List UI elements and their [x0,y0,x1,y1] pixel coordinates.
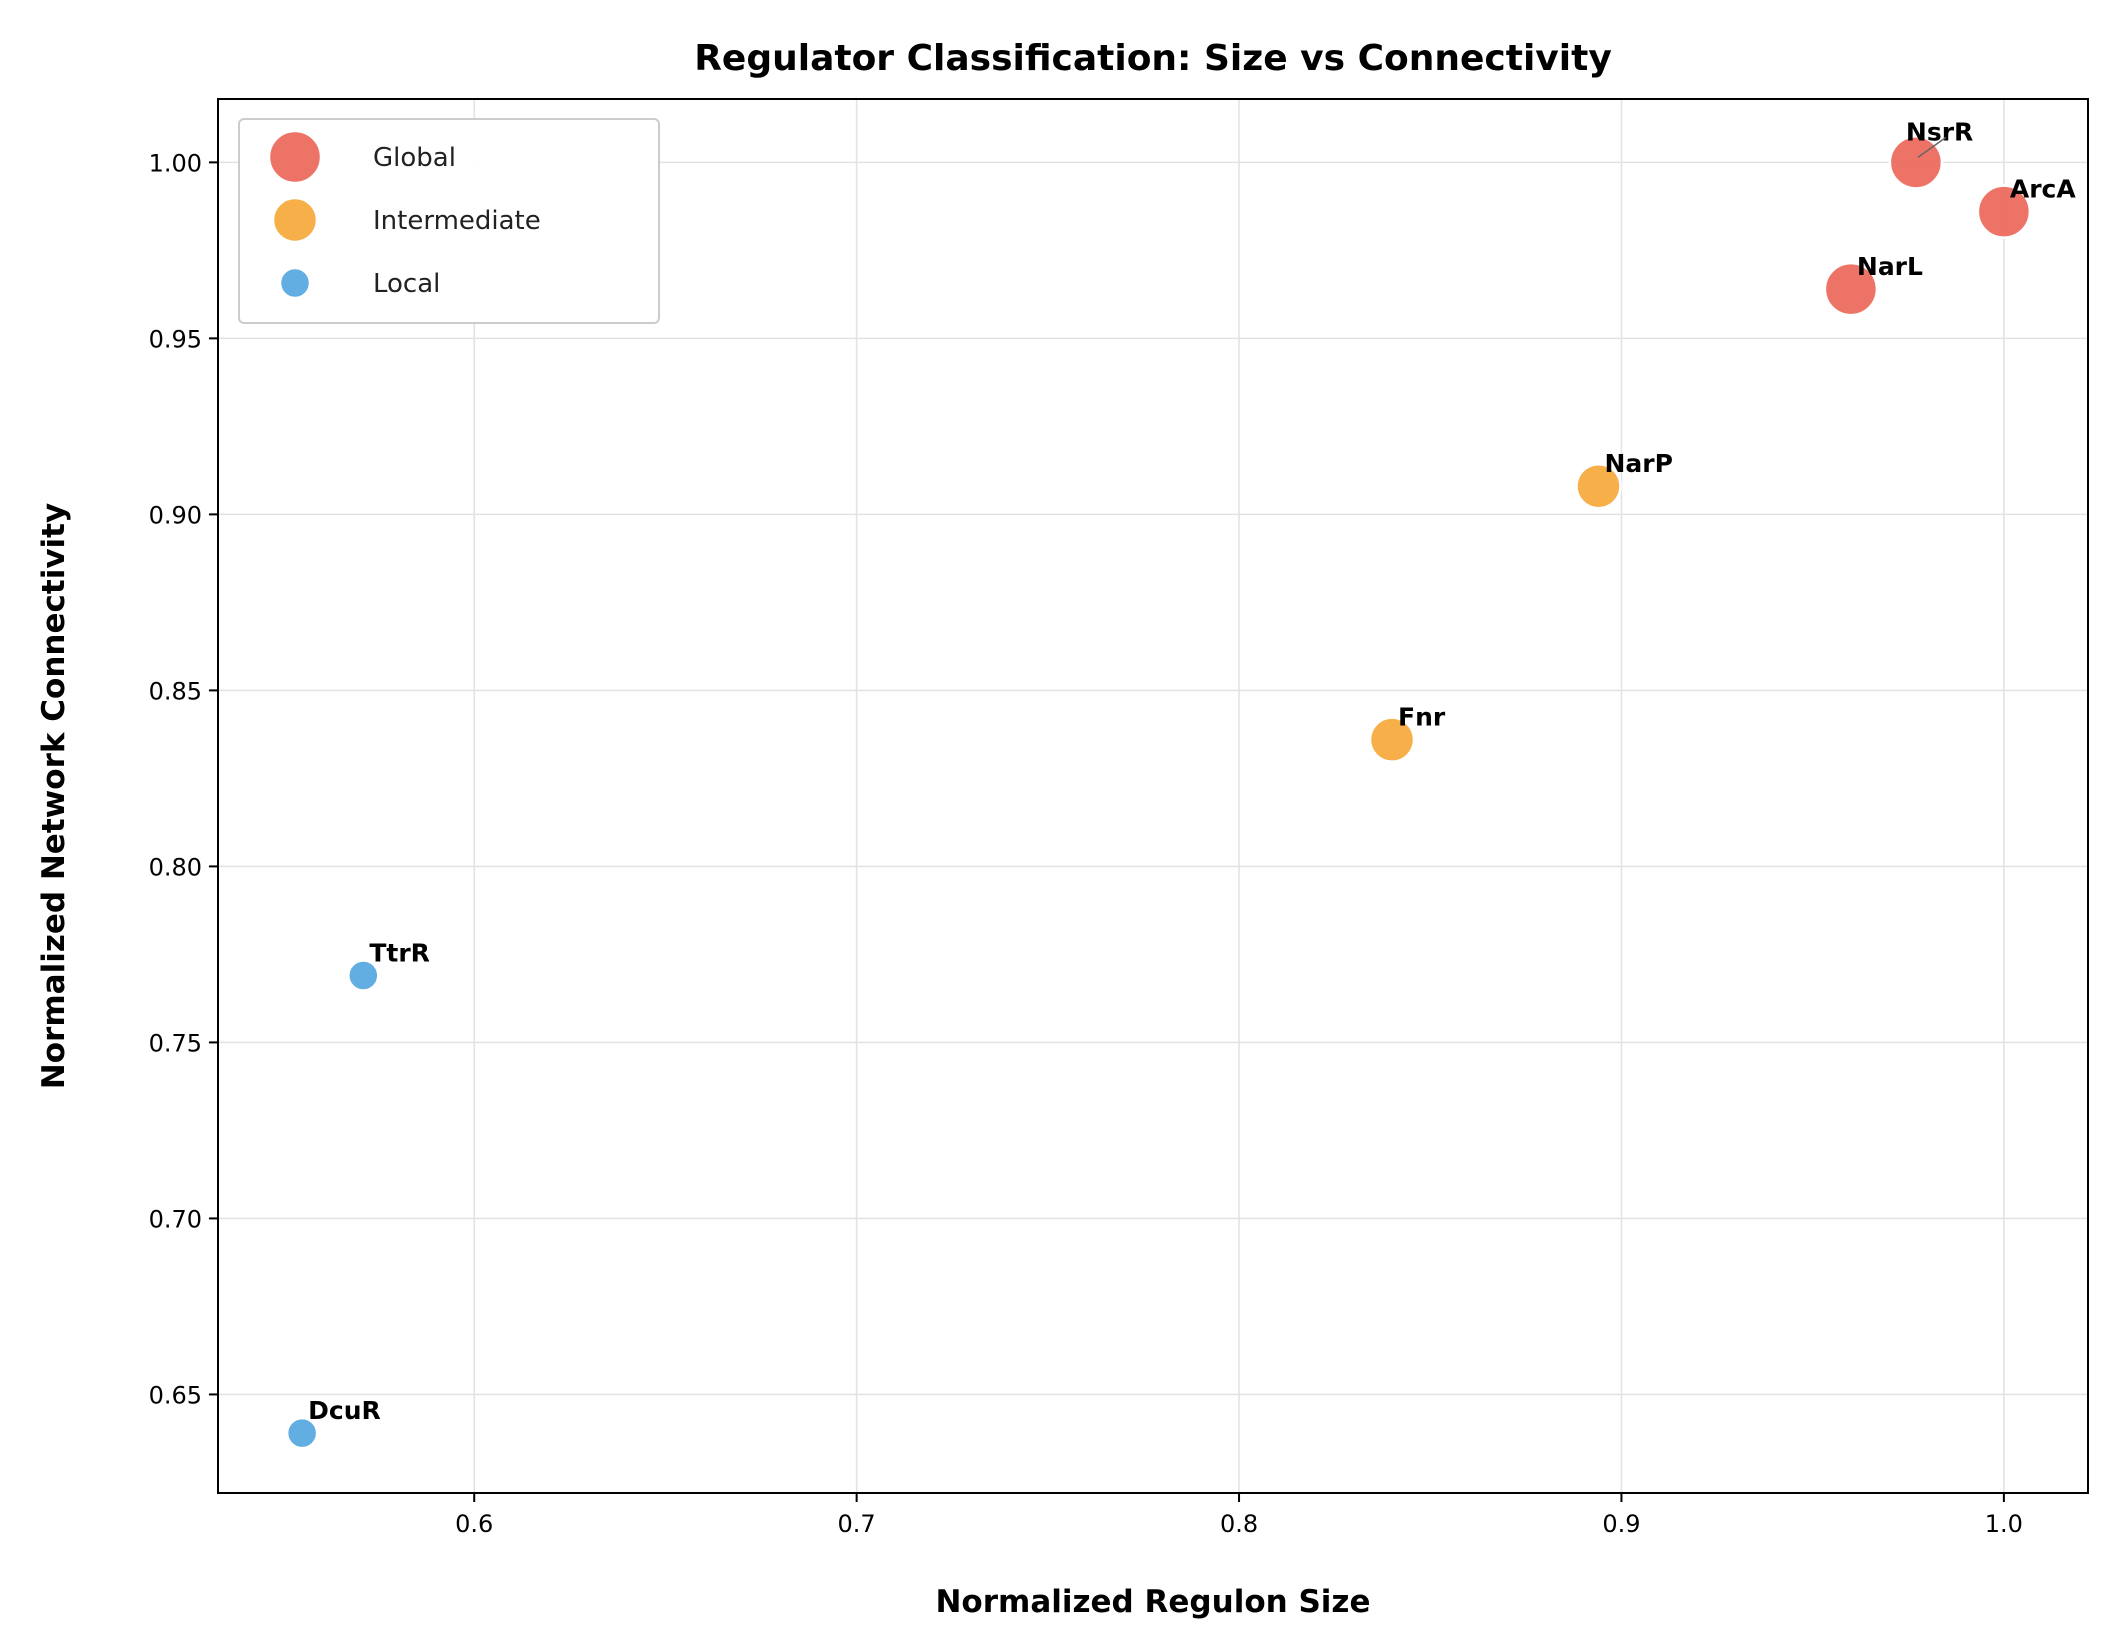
point-label-ttrr: TtrR [369,939,430,968]
y-axis-label: Normalized Network Connectivity [36,503,72,1089]
data-point-narp [1575,462,1622,510]
data-point-fnr [1368,716,1416,763]
y-tick-label: 0.75 [149,1029,202,1057]
legend-marker-global [267,129,323,185]
y-tick-label: 0.90 [149,501,202,529]
x-axis-label: Normalized Regulon Size [935,1584,1370,1620]
legend-marker-intermediate [271,196,319,244]
legend: Global Intermediate Local [238,118,660,324]
legend-marker-local [278,266,312,300]
grid-lines [218,99,2088,1493]
axis-ticks: 0.6 0.7 0.8 0.9 1.0 0.65 0.70 0.75 0.80 0.85 0.90 0… [149,149,2023,1538]
plot-area-frame [217,98,2089,1494]
x-tick-label: 0.6 [455,1510,493,1538]
data-point-arca [1976,184,2032,239]
y-tick-label: 1.00 [149,149,202,177]
data-point-narl [1823,261,1879,317]
data-points [285,135,2032,1450]
data-point-ttrr [347,959,380,992]
legend-box [238,118,660,324]
x-tick-label: 1.0 [1985,1510,2023,1538]
point-label-dcur: DcuR [308,1396,381,1425]
x-tick-label: 0.8 [1220,1510,1258,1538]
y-tick-label: 0.70 [149,1205,202,1233]
point-label-fnr: Fnr [1398,703,1446,732]
point-label-arca: ArcA [2010,175,2076,204]
y-tick-label: 0.95 [149,325,202,353]
data-point-dcur [285,1416,319,1450]
annotation-leader-line [1917,136,1947,158]
legend-label-global: Global [373,143,456,173]
legend-label-intermediate: Intermediate [373,206,541,236]
x-tick-label: 0.7 [838,1510,876,1538]
chart-title: Regulator Classification: Size vs Connec… [694,38,1612,79]
point-label-narp: NarP [1605,449,1673,478]
y-tick-label: 0.65 [149,1381,202,1409]
point-label-narl: NarL [1857,252,1923,281]
y-tick-label: 0.85 [149,677,202,705]
y-tick-label: 0.80 [149,853,202,881]
x-tick-label: 0.9 [1602,1510,1640,1538]
legend-label-local: Local [373,269,440,299]
